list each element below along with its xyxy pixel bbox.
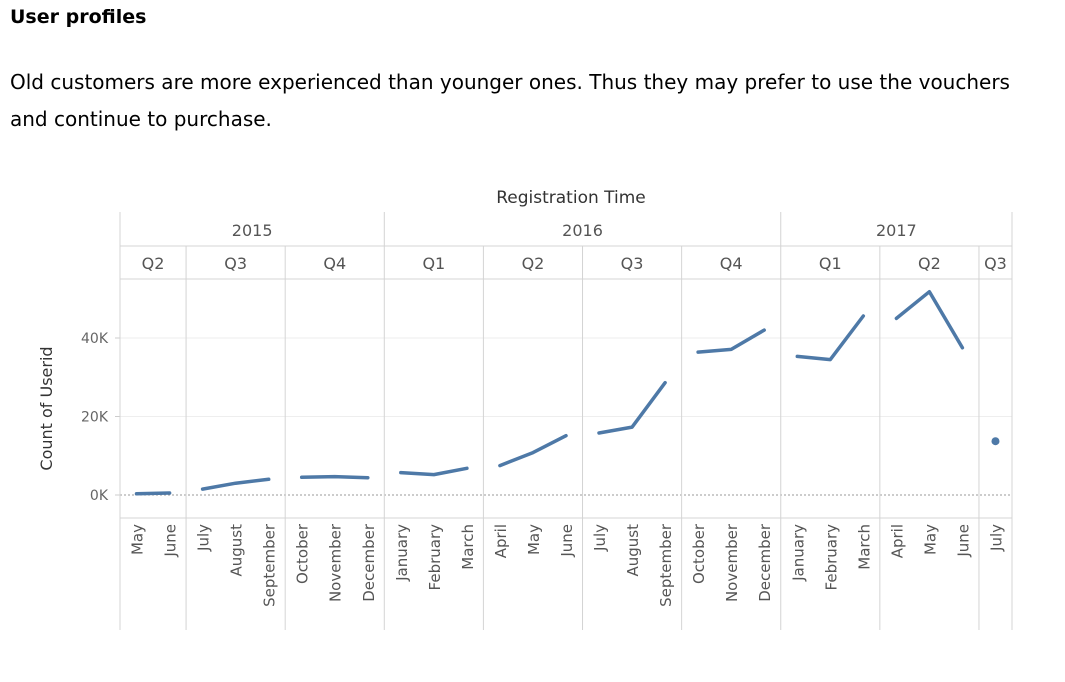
month-label: July — [987, 524, 1005, 552]
quarter-label: Q1 — [819, 254, 842, 273]
month-label: February — [426, 524, 444, 591]
month-label: April — [492, 524, 510, 558]
series-line — [696, 328, 766, 354]
month-label: October — [294, 523, 312, 584]
description-paragraph: Old customers are more experienced than … — [10, 70, 1010, 131]
month-label: June — [162, 524, 180, 558]
month-label: September — [261, 523, 279, 607]
year-label: 2016 — [562, 221, 603, 240]
series-line — [399, 466, 469, 477]
series-line — [894, 289, 965, 350]
y-tick-label: 20K — [81, 410, 109, 426]
month-label: January — [393, 524, 411, 582]
month-label: July — [591, 524, 609, 552]
y-tick-label: 0K — [90, 488, 109, 504]
chart-title: Registration Time — [496, 188, 646, 208]
month-label: November — [327, 523, 345, 602]
data-point — [991, 437, 1000, 446]
series-line — [498, 433, 568, 468]
section-heading: User profiles — [10, 6, 147, 28]
quarter-label: Q4 — [720, 254, 743, 273]
series-line — [795, 314, 866, 362]
month-label: October — [690, 523, 708, 584]
year-label: 2015 — [232, 221, 273, 240]
month-label: March — [459, 524, 477, 570]
month-label: May — [129, 524, 147, 555]
series-line — [597, 380, 667, 435]
month-label: January — [789, 524, 807, 582]
series-line — [299, 474, 370, 480]
month-label: September — [657, 523, 675, 607]
month-label: November — [723, 523, 741, 602]
quarter-label: Q4 — [323, 254, 346, 273]
month-label: June — [558, 524, 576, 558]
month-label: June — [954, 524, 972, 558]
quarter-label: Q3 — [621, 254, 644, 273]
quarter-label: Q2 — [522, 254, 545, 273]
month-label: December — [756, 523, 774, 602]
series-line — [200, 477, 271, 491]
series-line — [134, 491, 172, 496]
month-label: May — [921, 524, 939, 555]
month-label: August — [228, 524, 246, 577]
quarter-label: Q3 — [984, 254, 1007, 273]
month-label: April — [888, 524, 906, 558]
y-tick-label: 40K — [81, 331, 109, 347]
month-label: May — [525, 524, 543, 555]
quarter-label: Q1 — [422, 254, 445, 273]
month-label: February — [822, 524, 840, 591]
quarter-label: Q2 — [142, 254, 165, 273]
month-label: August — [624, 524, 642, 577]
quarter-label: Q2 — [918, 254, 941, 273]
month-label: December — [360, 523, 378, 602]
month-label: March — [855, 524, 873, 570]
month-label: July — [195, 524, 213, 552]
y-axis-title: Count of Userid — [37, 346, 56, 470]
quarter-label: Q3 — [224, 254, 247, 273]
year-label: 2017 — [876, 221, 917, 240]
